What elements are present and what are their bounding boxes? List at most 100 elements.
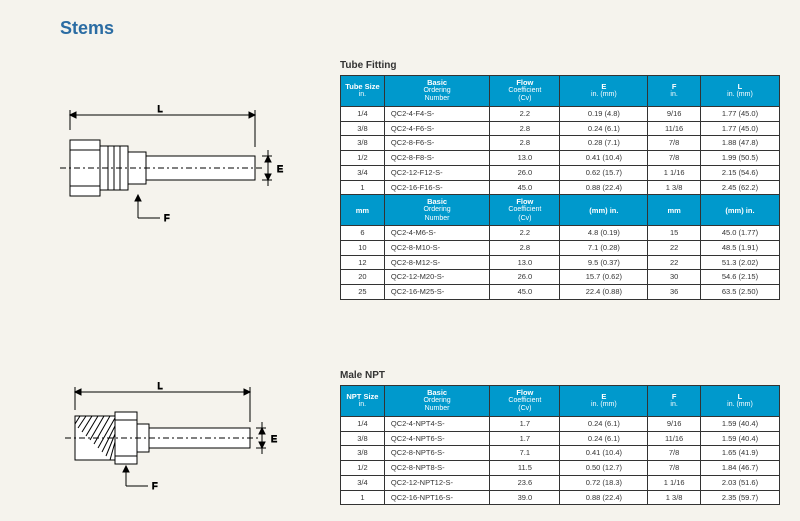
table-cell: 13.0	[490, 151, 560, 166]
table-cell: 1.59 (40.4)	[700, 431, 779, 446]
section-title-tube-fitting: Tube Fitting	[340, 60, 780, 71]
table-cell: 11/16	[648, 121, 701, 136]
table-cell: 3/8	[341, 446, 385, 461]
table-cell: 0.19 (4.8)	[560, 106, 648, 121]
table-cell: 26.0	[490, 165, 560, 180]
table-cell: 6	[341, 226, 385, 241]
column-header: BasicOrderingNumber	[384, 195, 489, 226]
diagram-male-npt: L E F	[40, 380, 290, 500]
male-npt-section: Male NPT NPT Sizein.BasicOrderingNumberF…	[340, 370, 780, 505]
table-cell: 3/8	[341, 431, 385, 446]
table-cell: 7.1	[490, 446, 560, 461]
table-cell: 1.88 (47.8)	[700, 136, 779, 151]
table-row: 12QC2-8-M12-S-13.09.5 (0.37)2251.3 (2.02…	[341, 255, 780, 270]
table-cell: 1 3/8	[648, 490, 701, 505]
page-title: Stems	[60, 18, 114, 39]
table-cell: 1/4	[341, 106, 385, 121]
table-row: 3/4QC2-12-NPT12-S-23.60.72 (18.3)1 1/162…	[341, 475, 780, 490]
table-cell: QC2-8-M12-S-	[384, 255, 489, 270]
table-cell: 54.6 (2.15)	[700, 270, 779, 285]
column-header: (mm) in.	[560, 195, 648, 226]
table-cell: 22	[648, 255, 701, 270]
table-cell: QC2-12-NPT12-S-	[384, 475, 489, 490]
svg-text:E: E	[271, 434, 277, 444]
table-cell: 2.2	[490, 106, 560, 121]
table-cell: 13.0	[490, 255, 560, 270]
table-cell: 23.6	[490, 475, 560, 490]
table-cell: 1	[341, 180, 385, 195]
table-cell: 26.0	[490, 270, 560, 285]
table-cell: 7/8	[648, 151, 701, 166]
table-cell: 2.2	[490, 226, 560, 241]
svg-text:F: F	[164, 213, 170, 223]
column-header: Ein. (mm)	[560, 386, 648, 417]
table-cell: 7/8	[648, 136, 701, 151]
table-row: 3/8QC2-4-NPT6-S-1.70.24 (6.1)11/161.59 (…	[341, 431, 780, 446]
tube-fitting-table: Tube Sizein.BasicOrderingNumberFlowCoeff…	[340, 75, 780, 300]
table-cell: 30	[648, 270, 701, 285]
table-row: 1QC2-16-NPT16-S-39.00.88 (22.4)1 3/82.35…	[341, 490, 780, 505]
table-cell: 39.0	[490, 490, 560, 505]
table-cell: 2.8	[490, 121, 560, 136]
table-cell: 9/16	[648, 106, 701, 121]
table-cell: 0.72 (18.3)	[560, 475, 648, 490]
table-cell: 51.3 (2.02)	[700, 255, 779, 270]
table-cell: 3/4	[341, 475, 385, 490]
table-cell: 0.41 (10.4)	[560, 151, 648, 166]
table-cell: 15	[648, 226, 701, 241]
column-header: mm	[648, 195, 701, 226]
table-cell: 7/8	[648, 461, 701, 476]
table-row: 25QC2-16-M25-S-45.022.4 (0.88)3663.5 (2.…	[341, 285, 780, 300]
column-header: mm	[341, 195, 385, 226]
column-header: Lin. (mm)	[700, 76, 779, 107]
table-row: 3/4QC2-12-F12-S-26.00.62 (15.7)1 1/162.1…	[341, 165, 780, 180]
table-row: 3/8QC2-8-NPT6-S-7.10.41 (10.4)7/81.65 (4…	[341, 446, 780, 461]
table-cell: QC2-4-M6-S-	[384, 226, 489, 241]
table-cell: 1.84 (46.7)	[700, 461, 779, 476]
table-cell: 45.0	[490, 285, 560, 300]
table-cell: 0.50 (12.7)	[560, 461, 648, 476]
table-cell: 3/4	[341, 165, 385, 180]
table-cell: 1.77 (45.0)	[700, 121, 779, 136]
svg-text:L: L	[157, 381, 162, 391]
table-cell: 1/4	[341, 416, 385, 431]
table-row: 3/8QC2-4-F6-S-2.80.24 (6.1)11/161.77 (45…	[341, 121, 780, 136]
table-cell: 4.8 (0.19)	[560, 226, 648, 241]
table-cell: 0.88 (22.4)	[560, 180, 648, 195]
table-cell: 36	[648, 285, 701, 300]
table-cell: 22.4 (0.88)	[560, 285, 648, 300]
table-cell: QC2-8-F6-S-	[384, 136, 489, 151]
table-cell: QC2-8-NPT8-S-	[384, 461, 489, 476]
table-cell: 63.5 (2.50)	[700, 285, 779, 300]
table-cell: 1 1/16	[648, 165, 701, 180]
table-cell: 45.0	[490, 180, 560, 195]
table-row: 1/4QC2-4-F4-S-2.20.19 (4.8)9/161.77 (45.…	[341, 106, 780, 121]
svg-text:L: L	[157, 104, 162, 114]
table-cell: 20	[341, 270, 385, 285]
table-cell: 1 3/8	[648, 180, 701, 195]
table-cell: 15.7 (0.62)	[560, 270, 648, 285]
table-cell: QC2-12-F12-S-	[384, 165, 489, 180]
table-row: 20QC2-12-M20-S-26.015.7 (0.62)3054.6 (2.…	[341, 270, 780, 285]
column-header: FlowCoefficient(Cv)	[490, 386, 560, 417]
table-cell: 11.5	[490, 461, 560, 476]
table-cell: 1.7	[490, 431, 560, 446]
table-row: 6QC2-4-M6-S-2.24.8 (0.19)1545.0 (1.77)	[341, 226, 780, 241]
tube-fitting-section: Tube Fitting Tube Sizein. BasicOrderingNu…	[340, 60, 780, 300]
column-header: (mm) in.	[700, 195, 779, 226]
table-cell: 2.35 (59.7)	[700, 490, 779, 505]
table-cell: 1	[341, 490, 385, 505]
table-cell: 0.24 (6.1)	[560, 416, 648, 431]
diagram-tube-fitting: L E F	[40, 100, 290, 250]
table-cell: 2.03 (51.6)	[700, 475, 779, 490]
table-row: 3/8QC2-8-F6-S-2.80.28 (7.1)7/81.88 (47.8…	[341, 136, 780, 151]
table-cell: 3/8	[341, 136, 385, 151]
column-header: Ein. (mm)	[560, 76, 648, 107]
table-cell: QC2-8-M10-S-	[384, 240, 489, 255]
table-cell: QC2-4-F4-S-	[384, 106, 489, 121]
column-header: BasicOrderingNumber	[384, 386, 489, 417]
column-header: Tube Sizein.	[341, 76, 385, 107]
table-cell: 0.88 (22.4)	[560, 490, 648, 505]
section-title-male-npt: Male NPT	[340, 370, 780, 381]
table-cell: 2.15 (54.6)	[700, 165, 779, 180]
